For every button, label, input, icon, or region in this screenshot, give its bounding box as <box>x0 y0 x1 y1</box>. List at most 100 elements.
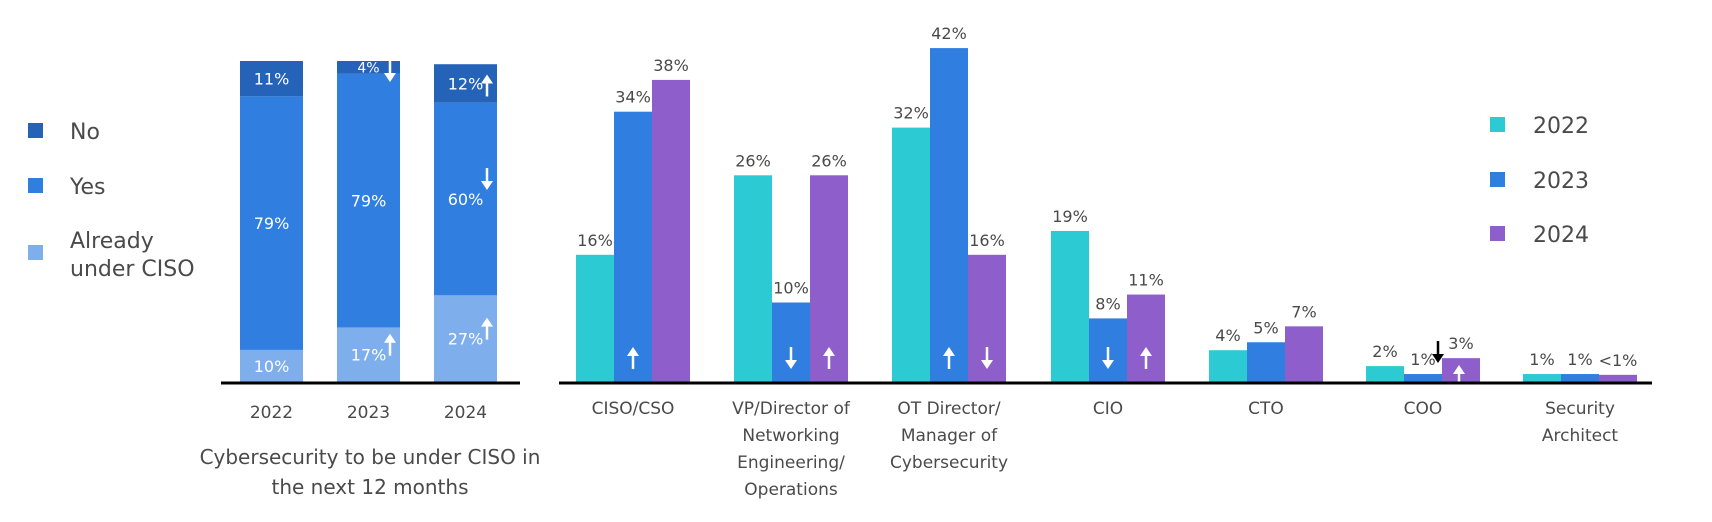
data-label-2022-4: 4% <box>1215 326 1240 345</box>
data-label-yes-2024: 60% <box>448 190 484 209</box>
data-label-2023-0: 34% <box>615 88 651 107</box>
bar-2022-2 <box>892 127 930 382</box>
data-label-yes-2022: 79% <box>254 214 290 233</box>
data-label-2023-1: 10% <box>773 279 809 298</box>
trend-arrow-up-2024-5 <box>1453 365 1465 387</box>
data-label-already-under-ciso-2024: 27% <box>448 330 484 349</box>
data-label-no-2024: 12% <box>448 74 484 93</box>
legend-label-2024: 2024 <box>1533 223 1589 248</box>
data-label-no-2023: 4% <box>357 60 379 76</box>
data-label-2023-4: 5% <box>1253 318 1278 337</box>
trend-arrow-down-2023-1-head <box>785 360 797 369</box>
bar-segment-yes-2023 <box>337 73 400 328</box>
chart-title-left: Cybersecurity to be under CISO in <box>200 445 541 469</box>
legend-swatch-2023 <box>1490 172 1505 187</box>
trend-arrow-down-2023-5 <box>1432 341 1444 364</box>
data-label-2022-2: 32% <box>893 104 929 123</box>
data-label-2022-0: 16% <box>577 231 613 250</box>
bar-2023-0 <box>614 111 652 382</box>
trend-arrow-up-already-under-ciso-2024-head <box>481 317 493 327</box>
legend-label-2023: 2023 <box>1533 169 1589 194</box>
trend-arrow-up-2024-5-head <box>1453 365 1465 374</box>
trend-arrow-down-no-2023 <box>384 60 396 82</box>
bar-2023-1 <box>772 302 810 382</box>
data-label-2023-5: 1% <box>1410 350 1435 369</box>
legend-swatch-2022 <box>1490 117 1505 132</box>
legend-swatch-2024 <box>1490 226 1505 241</box>
x-tick-label-2: Manager of <box>901 426 998 446</box>
trend-arrow-down-yes-2024-head <box>481 181 493 191</box>
trend-arrow-down-2023-1 <box>785 347 797 369</box>
bar-2023-5 <box>1404 374 1442 382</box>
data-label-2024-0: 38% <box>653 56 689 75</box>
bar-segment-already-under-ciso-2022 <box>240 349 303 382</box>
data-label-2024-5: 3% <box>1448 334 1473 353</box>
trend-arrow-down-2023-5-head <box>1432 354 1444 364</box>
bar-2022-0 <box>576 254 614 382</box>
bar-2024-6 <box>1599 374 1637 382</box>
trend-arrow-up-2024-1-head <box>823 347 835 356</box>
data-label-no-2022: 11% <box>254 70 290 89</box>
trend-arrow-up-no-2024 <box>481 74 493 97</box>
x-tick-label-2023: 2023 <box>347 403 390 423</box>
data-label-already-under-ciso-2023: 17% <box>351 346 387 365</box>
trend-arrow-down-yes-2024 <box>481 168 493 191</box>
data-label-2024-4: 7% <box>1291 302 1316 321</box>
data-label-2023-2: 42% <box>931 24 967 43</box>
bar-2022-3 <box>1051 230 1089 382</box>
bar-2024-4 <box>1285 326 1323 382</box>
x-tick-label-6: Architect <box>1542 426 1619 446</box>
chart-title-left: the next 12 months <box>272 475 469 499</box>
data-label-2022-1: 26% <box>735 151 771 170</box>
trend-arrow-up-2024-3-head <box>1140 347 1152 356</box>
trend-arrow-up-2023-0-head <box>627 347 639 356</box>
bar-segment-yes-2024 <box>434 102 497 296</box>
legend-label-already-under-ciso: under CISO <box>70 257 195 282</box>
bar-segment-no-2023 <box>337 61 400 74</box>
trend-arrow-up-2024-1 <box>823 347 835 369</box>
legend-label-no: No <box>70 120 100 145</box>
x-tick-label-0: CISO/CSO <box>592 399 675 419</box>
data-label-2022-3: 19% <box>1052 207 1088 226</box>
bar-segment-yes-2022 <box>240 96 303 350</box>
data-label-2024-6: <1% <box>1599 351 1638 370</box>
x-tick-label-5: COO <box>1404 399 1443 419</box>
trend-arrow-down-2023-3 <box>1102 347 1114 369</box>
x-tick-label-2: Cybersecurity <box>890 453 1008 473</box>
legend-swatch-yes <box>28 178 43 193</box>
trend-arrow-up-2023-2 <box>943 347 955 369</box>
trend-arrow-up-2023-2-head <box>943 347 955 356</box>
bar-2023-6 <box>1561 374 1599 382</box>
data-label-2024-1: 26% <box>811 151 847 170</box>
legend-label-already-under-ciso: Already <box>70 229 154 254</box>
x-tick-label-2024: 2024 <box>444 403 487 423</box>
trend-arrow-up-no-2024-head <box>481 74 493 84</box>
data-label-already-under-ciso-2022: 10% <box>254 357 290 376</box>
data-label-yes-2023: 79% <box>351 192 387 211</box>
x-tick-label-1: Operations <box>744 480 838 500</box>
x-tick-label-2: OT Director/ <box>897 399 1000 419</box>
data-label-2023-3: 8% <box>1095 294 1120 313</box>
x-tick-label-1: Networking <box>742 426 839 446</box>
legend-label-yes: Yes <box>69 175 106 200</box>
data-label-2022-5: 2% <box>1372 342 1397 361</box>
legend-swatch-no <box>28 123 43 138</box>
bar-2022-4 <box>1209 350 1247 382</box>
trend-arrow-down-no-2023-head <box>384 73 396 82</box>
x-tick-label-4: CTO <box>1248 399 1284 419</box>
trend-arrow-up-already-under-ciso-2023 <box>384 333 396 356</box>
x-tick-label-2022: 2022 <box>250 403 293 423</box>
x-tick-label-1: VP/Director of <box>732 399 851 419</box>
bar-2022-6 <box>1523 374 1561 382</box>
data-label-2023-6: 1% <box>1567 350 1592 369</box>
bar-2023-4 <box>1247 342 1285 382</box>
bar-segment-no-2022 <box>240 61 303 97</box>
trend-arrow-up-already-under-ciso-2024 <box>481 317 493 340</box>
bar-2022-1 <box>734 175 772 382</box>
trend-arrow-up-already-under-ciso-2023-head <box>384 333 396 343</box>
bar-2024-0 <box>652 79 690 383</box>
data-label-2022-6: 1% <box>1529 350 1554 369</box>
trend-arrow-up-2024-3 <box>1140 347 1152 369</box>
x-tick-label-6: Security <box>1545 399 1615 419</box>
